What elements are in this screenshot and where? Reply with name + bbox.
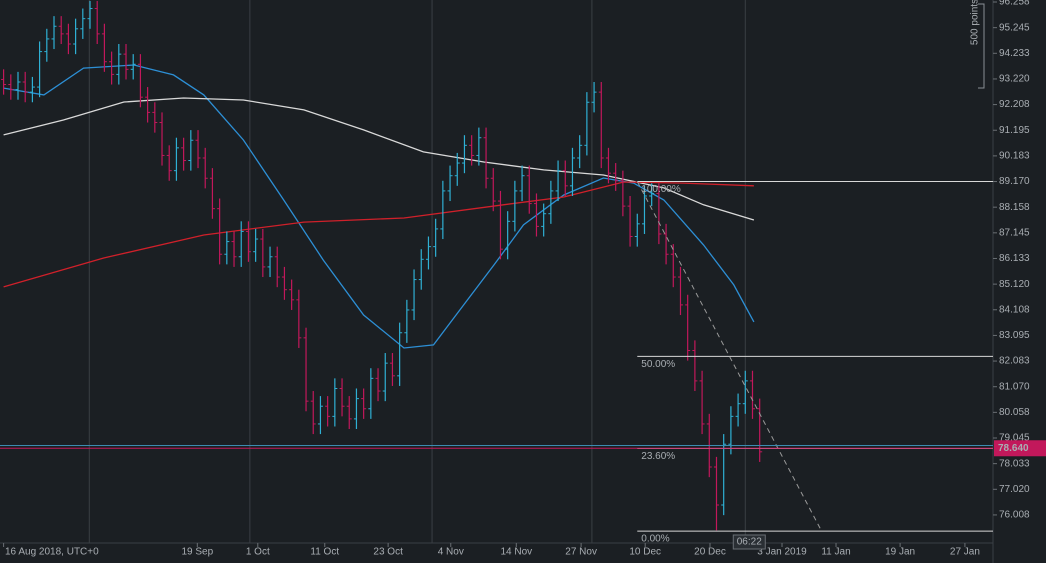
- x-tick-label: 1 Oct: [246, 547, 270, 558]
- y-tick-label: 89.170: [999, 176, 1030, 187]
- x-tick-label: 23 Oct: [373, 547, 403, 558]
- x-tick-label: 4 Nov: [438, 547, 464, 558]
- y-tick-label: 95.245: [999, 22, 1030, 33]
- fib-label: 23.60%: [641, 451, 675, 462]
- x-tick-label: 16 Aug 2018, UTC+0: [5, 547, 99, 558]
- y-tick-label: 78.033: [999, 458, 1030, 469]
- x-tick-label: 3 Jan 2019: [757, 547, 807, 558]
- y-tick-label: 91.195: [999, 125, 1030, 136]
- x-tick-label: 11 Jan: [821, 547, 850, 558]
- y-tick-label: 88.158: [999, 202, 1030, 213]
- x-tick-label: 10 Dec: [629, 547, 661, 558]
- x-tick-label: 20 Dec: [694, 547, 726, 558]
- scale-bracket: [978, 3, 985, 89]
- x-tick-label: 27 Nov: [565, 547, 597, 558]
- moving-average: [3, 97, 755, 221]
- y-tick-label: 86.133: [999, 253, 1030, 264]
- y-tick-label: 76.008: [999, 510, 1030, 521]
- moving-average: [3, 181, 754, 288]
- fib-label: 100.00%: [641, 184, 681, 195]
- y-tick-label: 79.045: [999, 433, 1030, 444]
- countdown: 06:22: [737, 537, 762, 548]
- scale-note: 500 points: [970, 0, 981, 45]
- y-tick-label: 93.220: [999, 74, 1030, 85]
- y-tick-label: 87.145: [999, 227, 1030, 238]
- moving-average: [3, 64, 755, 349]
- x-tick-label: 14 Nov: [500, 547, 532, 558]
- y-tick-label: 96.258: [999, 0, 1030, 8]
- x-tick-label: 19 Jan: [885, 547, 915, 558]
- y-tick-label: 77.020: [999, 484, 1030, 495]
- y-tick-label: 81.070: [999, 381, 1030, 392]
- fib-label: 50.00%: [641, 359, 675, 370]
- y-tick-label: 83.095: [999, 330, 1030, 341]
- y-tick-label: 85.120: [999, 279, 1030, 290]
- y-tick-label: 90.183: [999, 151, 1030, 162]
- y-tick-label: 92.208: [999, 99, 1030, 110]
- x-tick-label: 11 Oct: [310, 547, 339, 558]
- y-tick-label: 80.058: [999, 407, 1030, 418]
- x-tick-label: 19 Sep: [181, 547, 213, 558]
- y-tick-label: 94.233: [999, 48, 1030, 59]
- fib-label: 0.00%: [641, 534, 669, 545]
- price-label: 78.640: [998, 443, 1029, 454]
- y-tick-label: 84.108: [999, 304, 1030, 315]
- countdown-badge: [732, 534, 766, 550]
- trend-line: [636, 181, 823, 532]
- price-badge: [994, 440, 1046, 457]
- y-tick-label: 82.083: [999, 356, 1030, 367]
- x-tick-label: 27 Jan: [950, 547, 980, 558]
